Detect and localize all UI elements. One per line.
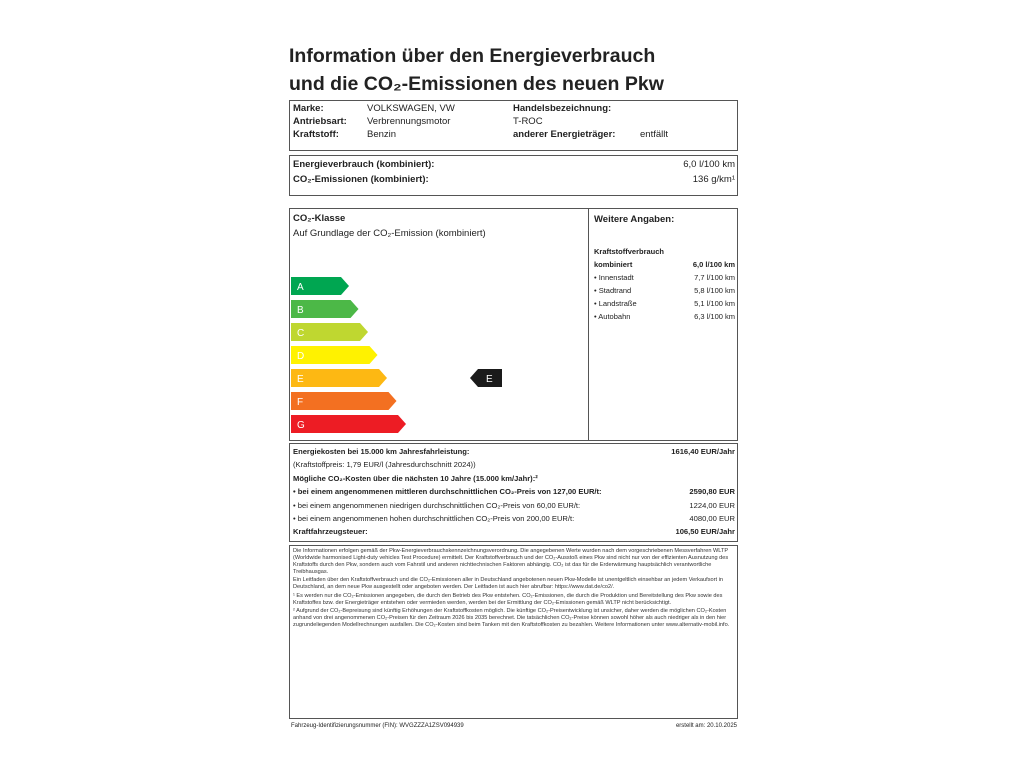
field-value: 5,1 l/100 km — [694, 299, 735, 308]
consumption-box — [289, 155, 738, 196]
vehicle-box — [289, 100, 738, 151]
field-value: 6,0 l/100 km — [683, 159, 735, 170]
class-letter: C — [297, 328, 304, 339]
class-arrow — [291, 415, 406, 433]
cost-label: • bei einem angenommenen niedrigen durch… — [293, 500, 581, 510]
footer-date: erstellt am: 20.10.2025 — [675, 723, 737, 729]
field-label: • Autobahn — [594, 312, 631, 321]
field-value: VOLKSWAGEN, VW — [367, 103, 455, 114]
field-value: Benzin — [367, 129, 397, 140]
fine-print: Die Informationen erfolgen gemäß der Pkw… — [293, 548, 735, 630]
class-arrow — [291, 323, 368, 341]
field-label: CO₂-Emissionen (kombiniert): — [293, 174, 429, 185]
field-label: anderer Energieträger: — [513, 129, 616, 140]
field-label: kombiniert — [594, 260, 633, 269]
class-letter: B — [297, 305, 304, 316]
fine-print-paragraph: ² Aufgrund der CO₂-Bepreisung sind künft… — [293, 607, 730, 628]
class-letter: A — [297, 282, 304, 293]
cost-value: 2590,80 EUR — [689, 487, 735, 497]
title: und die CO₂-Emissionen des neuen Pkw — [289, 73, 664, 95]
fine-print-box — [289, 545, 738, 719]
field-value: Verbrennungsmotor — [367, 116, 451, 127]
class-letter: F — [297, 397, 303, 408]
cost-label: • bei einem angenommenen hohen durchschn… — [293, 514, 575, 523]
field-label: • Stadtrand — [594, 286, 632, 295]
field-label: • Landstraße — [594, 299, 637, 308]
title: Information über den Energieverbrauch — [289, 45, 656, 67]
cost-label: Kraftfahrzeugsteuer: — [293, 527, 368, 537]
field-label: Kraftstoff: — [293, 129, 339, 140]
fine-print-paragraph: ¹ Es werden nur die CO₂-Emissionen angeg… — [293, 592, 723, 606]
cost-label: Energiekosten bei 15.000 km Jahresfahrle… — [293, 447, 470, 456]
class-arrow — [291, 392, 397, 410]
cost-label: (Kraftstoffpreis: 1,79 EUR/l (Jahresdurc… — [293, 460, 476, 470]
fine-print-paragraph: Ein Leitfaden über den Kraftstoffverbrau… — [293, 577, 723, 591]
class-arrow — [291, 300, 359, 318]
cost-value: 1224,00 EUR — [689, 500, 735, 510]
divider — [588, 208, 589, 441]
field-value: 6,3 l/100 km — [694, 312, 735, 321]
class-letter: G — [297, 420, 305, 431]
field-value: 7,7 l/100 km — [694, 273, 735, 282]
fine-print-paragraph: Die Informationen erfolgen gemäß der Pkw… — [293, 548, 729, 576]
class-box — [289, 208, 738, 441]
class-arrow — [291, 277, 349, 295]
field-label: Marke: — [293, 103, 324, 114]
field-value: T-ROC — [513, 116, 543, 127]
cost-value: 106,50 EUR/Jahr — [675, 527, 735, 537]
cost-value: 1616,40 EUR/Jahr — [671, 447, 735, 456]
footer-vin: Fahrzeug-Identifizierungsnummer (FIN): W… — [291, 723, 464, 729]
rating-arrow — [470, 369, 502, 387]
field-label: Handelsbezeichnung: — [513, 103, 612, 114]
cost-label: Mögliche CO₂-Kosten über die nächsten 10… — [293, 473, 538, 483]
section-subtitle: Auf Grundlage der CO₂-Emission (kombinie… — [293, 228, 486, 239]
field-label: • Innenstadt — [594, 273, 634, 282]
section-title: CO₂-Klasse — [293, 213, 346, 224]
rating-letter: E — [486, 374, 493, 385]
class-arrow — [291, 369, 387, 387]
class-letter: D — [297, 351, 304, 362]
class-letter: E — [297, 374, 304, 385]
section-title: Weitere Angaben: — [594, 214, 675, 225]
section-subtitle: Kraftstoffverbrauch — [594, 247, 665, 256]
field-value: 5,8 l/100 km — [694, 286, 735, 295]
field-label: Antriebsart: — [293, 116, 347, 127]
cost-value: 4080,00 EUR — [689, 514, 735, 523]
field-value: 6,0 l/100 km — [692, 260, 735, 269]
field-label: Energieverbrauch (kombiniert): — [293, 159, 435, 170]
cost-label: • bei einem angenommenen mittleren durch… — [293, 487, 602, 497]
costs-box — [289, 443, 738, 542]
class-arrow — [291, 346, 378, 364]
field-value: 136 g/km¹ — [692, 174, 735, 185]
field-value: entfällt — [640, 129, 668, 140]
